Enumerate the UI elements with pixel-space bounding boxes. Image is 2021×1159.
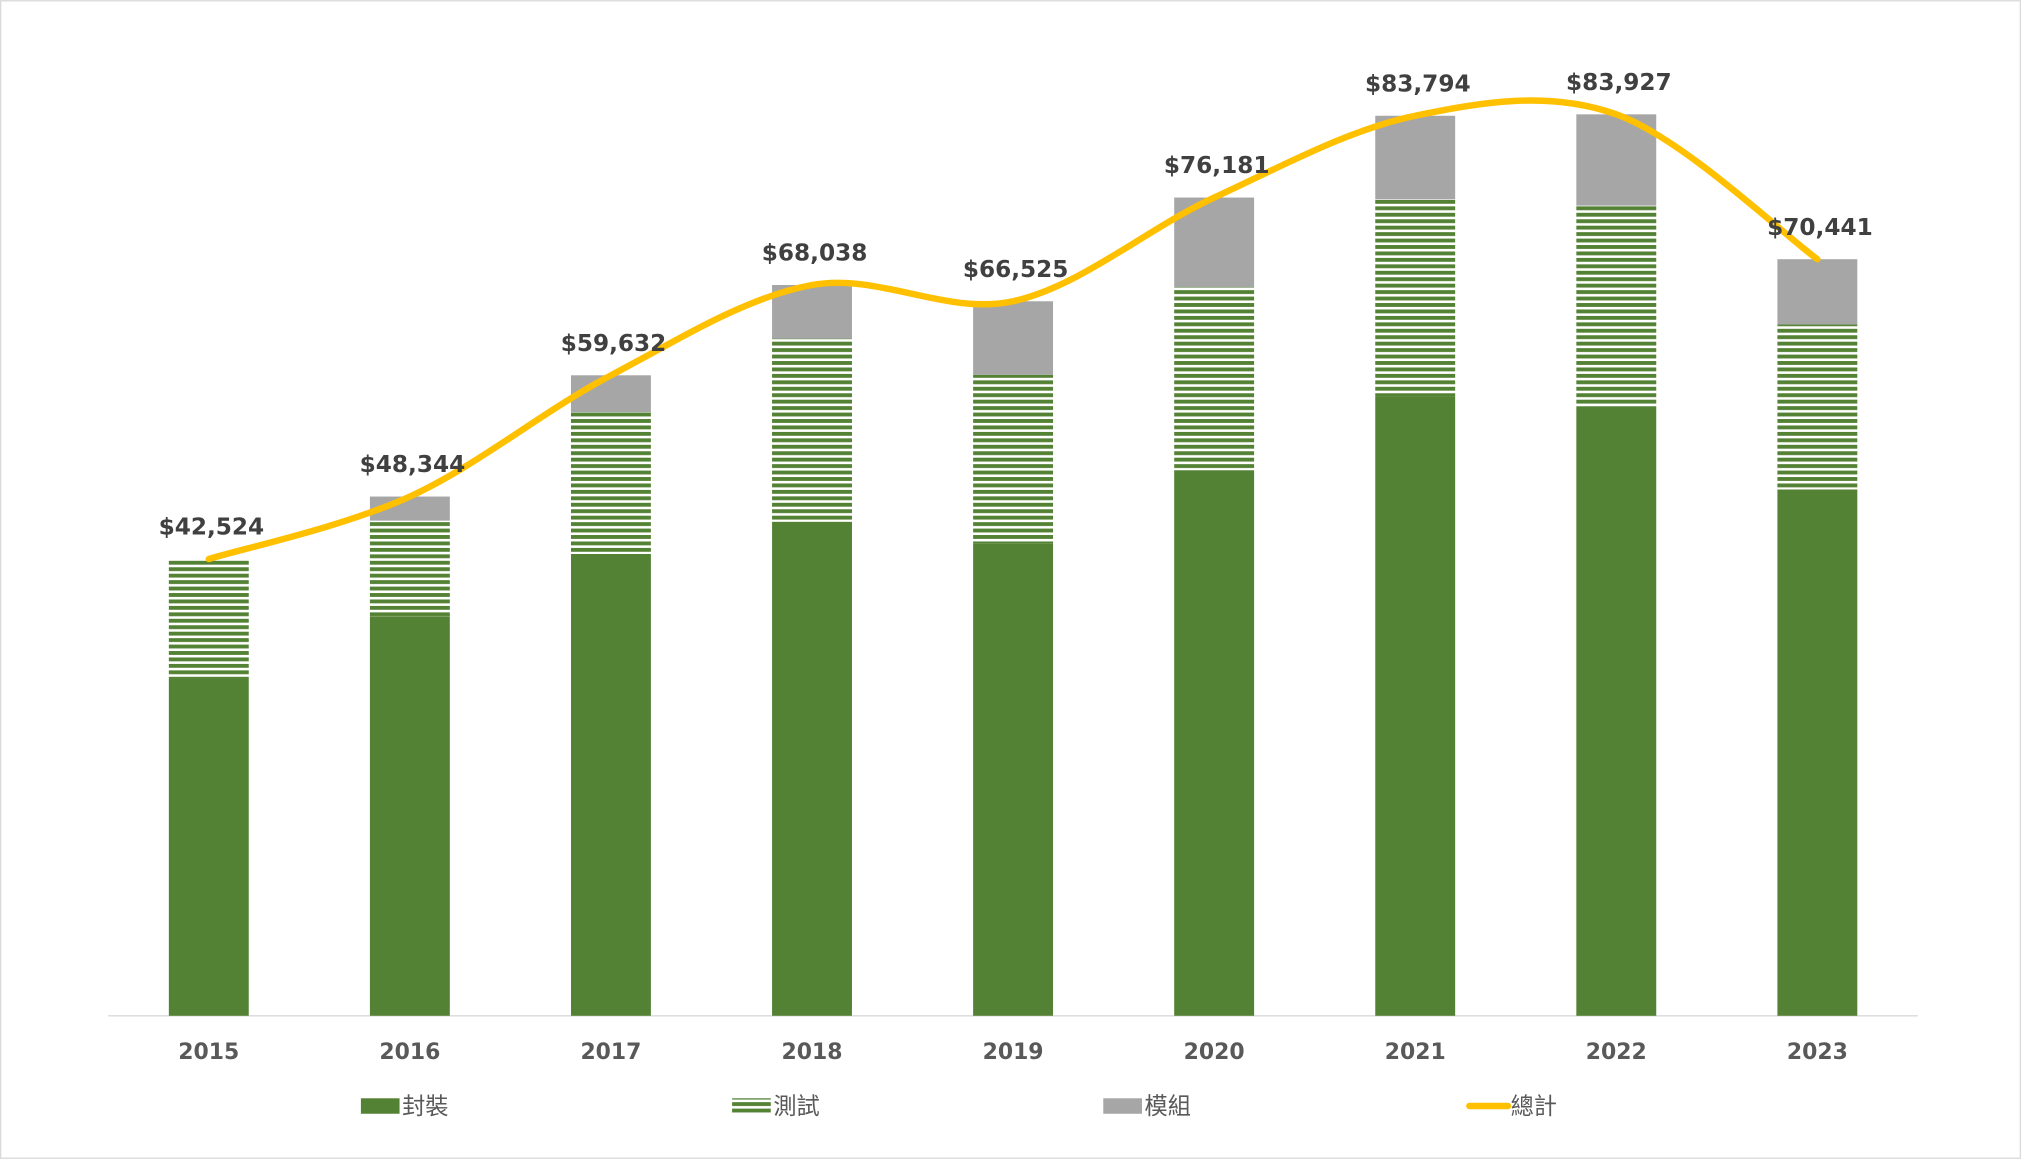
legend-label: 模組 (1145, 1093, 1191, 1120)
legend-swatch (360, 1098, 400, 1114)
bar-segment (1375, 199, 1456, 397)
legend-swatch (1103, 1098, 1142, 1114)
x-tick-label: 2015 (178, 1040, 239, 1065)
bar-segment (1777, 489, 1858, 1016)
bar-segment (1777, 324, 1858, 490)
bar-segment (369, 616, 450, 1016)
x-tick-label: 2023 (1787, 1040, 1848, 1065)
x-tick-label: 2022 (1586, 1040, 1647, 1065)
bar-segment (973, 543, 1054, 1016)
bar-segment (369, 520, 450, 617)
bar-segment (570, 553, 651, 1016)
data-label: $83,927 (1566, 69, 1672, 96)
bar-segment (973, 301, 1054, 375)
x-tick-label: 2020 (1184, 1040, 1245, 1065)
bar-segment (1174, 470, 1255, 1016)
bar-segment (168, 559, 249, 679)
x-tick-label: 2019 (983, 1040, 1044, 1065)
legend-label: 測試 (773, 1093, 819, 1120)
bar-segment (1375, 396, 1456, 1016)
legend-label: 封裝 (402, 1093, 448, 1120)
data-label: $83,794 (1365, 70, 1471, 97)
bar-segment (1174, 287, 1255, 471)
data-label: $48,344 (360, 451, 466, 478)
bar-segment (1777, 259, 1858, 325)
bar-segment (772, 521, 852, 1016)
data-label: $66,525 (963, 256, 1069, 283)
legend-swatch (732, 1098, 771, 1114)
x-tick-label: 2017 (580, 1040, 641, 1065)
bar-segment (1576, 406, 1657, 1016)
bar-segment (1576, 205, 1657, 407)
x-tick-label: 2021 (1385, 1040, 1446, 1065)
data-label: $76,181 (1164, 152, 1270, 179)
data-label: $70,441 (1767, 214, 1873, 241)
data-label: $68,038 (762, 240, 868, 267)
total-line (205, 97, 1821, 563)
legend-label: 總計 (1511, 1093, 1557, 1120)
bar-segment (1375, 115, 1456, 200)
data-label: $42,524 (159, 514, 265, 541)
bar-segment (772, 338, 852, 522)
bar-segment (973, 374, 1054, 544)
bar-segment (570, 412, 651, 554)
x-tick-label: 2018 (782, 1040, 843, 1065)
data-label: $59,632 (561, 330, 667, 357)
bar-segment (168, 678, 249, 1016)
x-tick-label: 2016 (379, 1040, 440, 1065)
